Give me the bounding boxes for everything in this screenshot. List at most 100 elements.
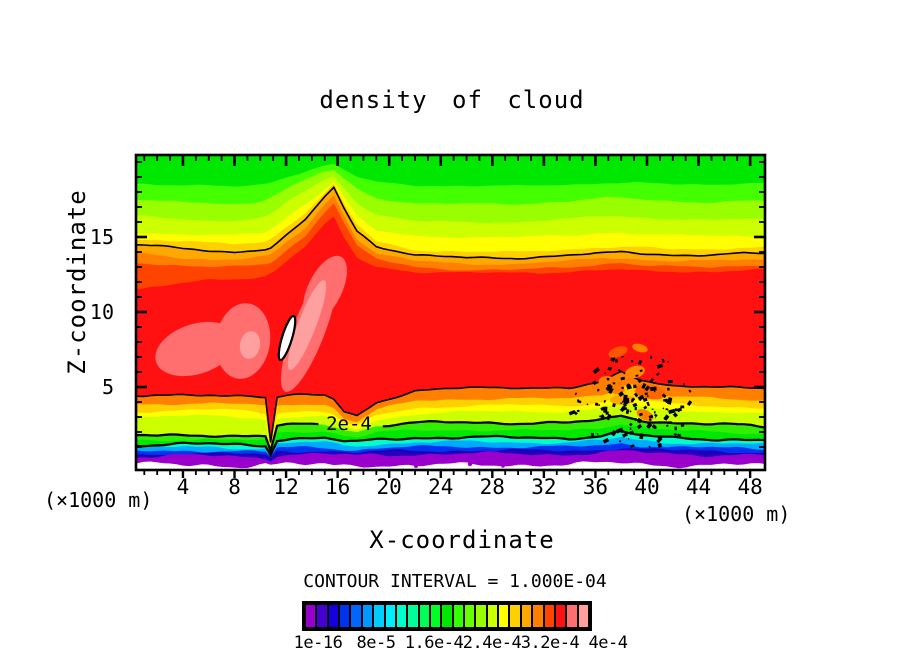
x-tick-label-16: 16 [324, 475, 351, 499]
speckle [633, 392, 639, 398]
colorbar-cell-6 [374, 605, 384, 627]
speckle [621, 355, 624, 358]
speckle [653, 411, 656, 414]
speckle [612, 403, 616, 408]
colorbar-cell-18 [510, 605, 520, 627]
speckle [662, 407, 665, 410]
speckle [650, 355, 653, 359]
speckle [651, 408, 654, 411]
speckle [628, 422, 633, 427]
speckle [599, 414, 605, 419]
contour-field: 2e-4 [136, 155, 765, 470]
speckle [611, 357, 616, 361]
speckle [630, 444, 635, 448]
speckle [618, 439, 622, 443]
speckle [672, 412, 678, 418]
x-tick-label-32: 32 [531, 475, 557, 499]
colorbar-label: 3.2e-4 [520, 633, 580, 653]
speckle [603, 406, 608, 413]
contour-level-label: 2e-4 [326, 413, 372, 435]
speckle [635, 374, 639, 377]
speckle [629, 410, 632, 413]
ground-dot [542, 459, 548, 465]
speckle [657, 435, 662, 439]
turbulence-patch [636, 409, 654, 421]
speckle [621, 386, 624, 390]
speckle [628, 438, 630, 440]
speckle [665, 408, 669, 411]
speckle [637, 359, 643, 365]
speckle [680, 423, 685, 428]
speckle [668, 421, 672, 424]
colorbar-cell-10 [419, 605, 429, 627]
colorbar-label: 2.4e-4 [462, 633, 522, 653]
speckle [626, 384, 632, 390]
speckle [648, 445, 651, 449]
speckle [620, 402, 623, 405]
speckle [648, 418, 652, 422]
speckle [667, 379, 673, 384]
speckle [653, 413, 658, 418]
colorbar-cell-24 [578, 605, 588, 627]
speckle [590, 432, 594, 439]
y-tick-label-10: 10 [89, 300, 114, 324]
speckle [568, 409, 576, 416]
speckle [638, 398, 642, 402]
colorbar-cell-4 [351, 605, 361, 627]
speckle [674, 426, 677, 431]
speckle [631, 397, 636, 402]
colorbar-cell-17 [499, 605, 509, 627]
speckle [602, 437, 610, 444]
x-tick-label-4: 4 [176, 475, 190, 499]
speckle [682, 383, 686, 386]
speckle [629, 427, 632, 430]
contour-line-3e-4 [136, 370, 765, 443]
speckle [661, 393, 667, 398]
ground-dot [467, 461, 473, 467]
speckle [599, 415, 602, 418]
x-tick-label-8: 8 [228, 475, 241, 499]
salmon-patch-left [155, 321, 237, 377]
speckle [638, 412, 643, 417]
speckle [598, 404, 601, 407]
speckle [634, 406, 637, 411]
colorbar-label: 4e-4 [588, 633, 628, 653]
speckle [592, 380, 598, 386]
plot-frame [134, 153, 767, 472]
speckle [606, 383, 612, 390]
speckle [596, 433, 599, 436]
colorbar-cell-12 [442, 605, 452, 627]
speckle [620, 376, 626, 381]
colorbar-cell-15 [476, 605, 486, 627]
colorbar-cell-21 [544, 605, 554, 627]
speckle [653, 426, 657, 430]
contour-band [136, 461, 765, 470]
speckle [667, 360, 670, 363]
speckle [676, 407, 683, 413]
speckle [653, 390, 656, 393]
colorbar-cell-13 [453, 605, 464, 627]
x-tick-label-44: 44 [685, 475, 712, 499]
colorbar-label: 1e-16 [293, 633, 343, 653]
turbulence-patch [632, 343, 648, 353]
colorbar-cell-9 [408, 605, 418, 627]
pink-streak-core [287, 280, 327, 370]
speckle [637, 418, 642, 424]
speckle [634, 418, 637, 421]
turbulence-patch [625, 365, 645, 379]
pink-core-mid [239, 331, 261, 359]
contour-line-1e-4 [136, 429, 765, 458]
speckle [686, 400, 693, 407]
speckle [649, 377, 655, 383]
colorbar-cell-23 [567, 605, 577, 627]
colorbar-cell-2 [328, 605, 339, 627]
contour-line-2e-4 [136, 422, 319, 455]
speckle [576, 409, 580, 413]
x-tick-label-28: 28 [479, 475, 505, 499]
speckle [656, 363, 664, 369]
colorbar-cell-1 [317, 605, 327, 627]
speckle [680, 405, 685, 409]
speckle [665, 424, 669, 428]
x-tick-label-36: 36 [582, 475, 609, 499]
